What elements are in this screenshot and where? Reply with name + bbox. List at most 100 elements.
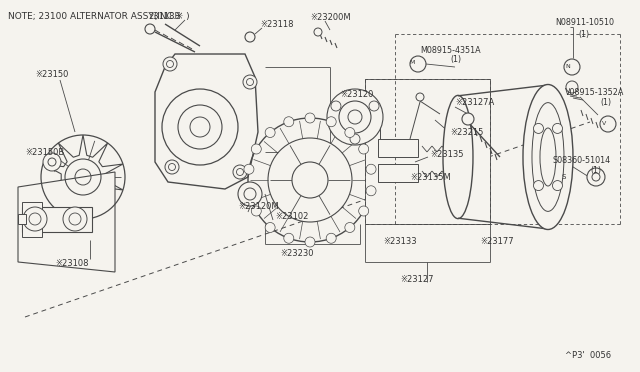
Text: NOTE; 23100 ALTERNATOR ASSY(INC.※ ): NOTE; 23100 ALTERNATOR ASSY(INC.※ ) xyxy=(8,12,189,21)
Circle shape xyxy=(345,128,355,138)
Text: ※23215: ※23215 xyxy=(450,128,483,137)
Circle shape xyxy=(268,138,352,222)
Text: ※23135: ※23135 xyxy=(430,150,463,158)
Circle shape xyxy=(592,173,600,181)
Text: V08915-1352A: V08915-1352A xyxy=(565,87,625,96)
Circle shape xyxy=(534,180,543,190)
Circle shape xyxy=(416,93,424,101)
Circle shape xyxy=(566,81,578,93)
Circle shape xyxy=(168,164,175,170)
Circle shape xyxy=(369,101,379,111)
Circle shape xyxy=(410,56,426,72)
Circle shape xyxy=(162,89,238,165)
Circle shape xyxy=(244,164,254,174)
Ellipse shape xyxy=(532,103,564,211)
Circle shape xyxy=(145,24,155,34)
Circle shape xyxy=(237,169,243,176)
Circle shape xyxy=(358,144,369,154)
Text: ※23150: ※23150 xyxy=(35,70,68,78)
Circle shape xyxy=(534,124,543,134)
Text: (1): (1) xyxy=(590,166,601,174)
Text: ※23230: ※23230 xyxy=(280,250,314,259)
Circle shape xyxy=(244,188,256,200)
Circle shape xyxy=(587,168,605,186)
Text: ※23108: ※23108 xyxy=(55,260,88,269)
Text: ※23200M: ※23200M xyxy=(310,13,351,22)
Circle shape xyxy=(190,117,210,137)
Circle shape xyxy=(314,28,322,36)
Text: (1): (1) xyxy=(600,97,611,106)
Text: ※23102: ※23102 xyxy=(275,212,308,221)
Circle shape xyxy=(462,113,474,125)
Circle shape xyxy=(292,162,328,198)
Circle shape xyxy=(166,61,173,67)
Circle shape xyxy=(331,101,341,111)
Text: V: V xyxy=(602,121,606,125)
Circle shape xyxy=(326,117,336,127)
Text: (1): (1) xyxy=(578,29,589,39)
Bar xyxy=(378,139,418,157)
Circle shape xyxy=(243,75,257,89)
Ellipse shape xyxy=(540,128,556,186)
Circle shape xyxy=(305,113,315,123)
Circle shape xyxy=(284,117,294,127)
Circle shape xyxy=(63,207,87,231)
Circle shape xyxy=(265,128,275,138)
Polygon shape xyxy=(155,54,258,189)
Text: ※23118: ※23118 xyxy=(260,19,294,29)
Circle shape xyxy=(23,207,47,231)
Bar xyxy=(22,202,42,237)
Circle shape xyxy=(246,78,253,86)
Circle shape xyxy=(305,237,315,247)
Circle shape xyxy=(244,186,254,196)
Text: ※23135M: ※23135M xyxy=(410,173,451,182)
Text: ※23120M: ※23120M xyxy=(238,202,278,212)
Circle shape xyxy=(163,57,177,71)
Bar xyxy=(378,164,418,182)
Circle shape xyxy=(238,182,262,206)
Circle shape xyxy=(48,158,56,166)
Text: N: N xyxy=(566,64,570,68)
Text: M: M xyxy=(410,60,415,64)
Circle shape xyxy=(327,89,383,145)
Circle shape xyxy=(600,116,616,132)
Circle shape xyxy=(366,164,376,174)
Text: (1): (1) xyxy=(450,55,461,64)
Circle shape xyxy=(552,124,563,134)
Circle shape xyxy=(265,222,275,232)
Circle shape xyxy=(326,233,336,243)
Circle shape xyxy=(284,233,294,243)
Circle shape xyxy=(245,32,255,42)
Circle shape xyxy=(233,165,247,179)
Text: ※23127A: ※23127A xyxy=(455,97,494,106)
Text: ^P3'  0056: ^P3' 0056 xyxy=(565,351,611,360)
Text: ※23127: ※23127 xyxy=(400,276,433,285)
Circle shape xyxy=(29,213,41,225)
Text: ※23120: ※23120 xyxy=(340,90,373,99)
Text: ※23177: ※23177 xyxy=(480,237,514,247)
Text: N08911-10510: N08911-10510 xyxy=(555,17,614,26)
Ellipse shape xyxy=(523,84,573,230)
Text: 23118B: 23118B xyxy=(148,12,180,20)
Circle shape xyxy=(43,153,61,171)
Circle shape xyxy=(564,59,580,75)
Circle shape xyxy=(348,110,362,124)
Text: S08360-51014: S08360-51014 xyxy=(553,155,611,164)
Text: ※23133: ※23133 xyxy=(383,237,417,247)
Circle shape xyxy=(358,206,369,216)
Circle shape xyxy=(165,160,179,174)
Polygon shape xyxy=(43,135,123,219)
Circle shape xyxy=(252,206,261,216)
Circle shape xyxy=(345,222,355,232)
Bar xyxy=(18,214,26,224)
Circle shape xyxy=(339,101,371,133)
Circle shape xyxy=(69,213,81,225)
Text: ※23150B: ※23150B xyxy=(25,148,64,157)
Text: S: S xyxy=(562,174,566,180)
Bar xyxy=(365,79,490,224)
Ellipse shape xyxy=(443,95,473,219)
Polygon shape xyxy=(18,172,115,272)
Circle shape xyxy=(350,134,360,144)
Bar xyxy=(22,207,92,232)
Circle shape xyxy=(366,186,376,196)
